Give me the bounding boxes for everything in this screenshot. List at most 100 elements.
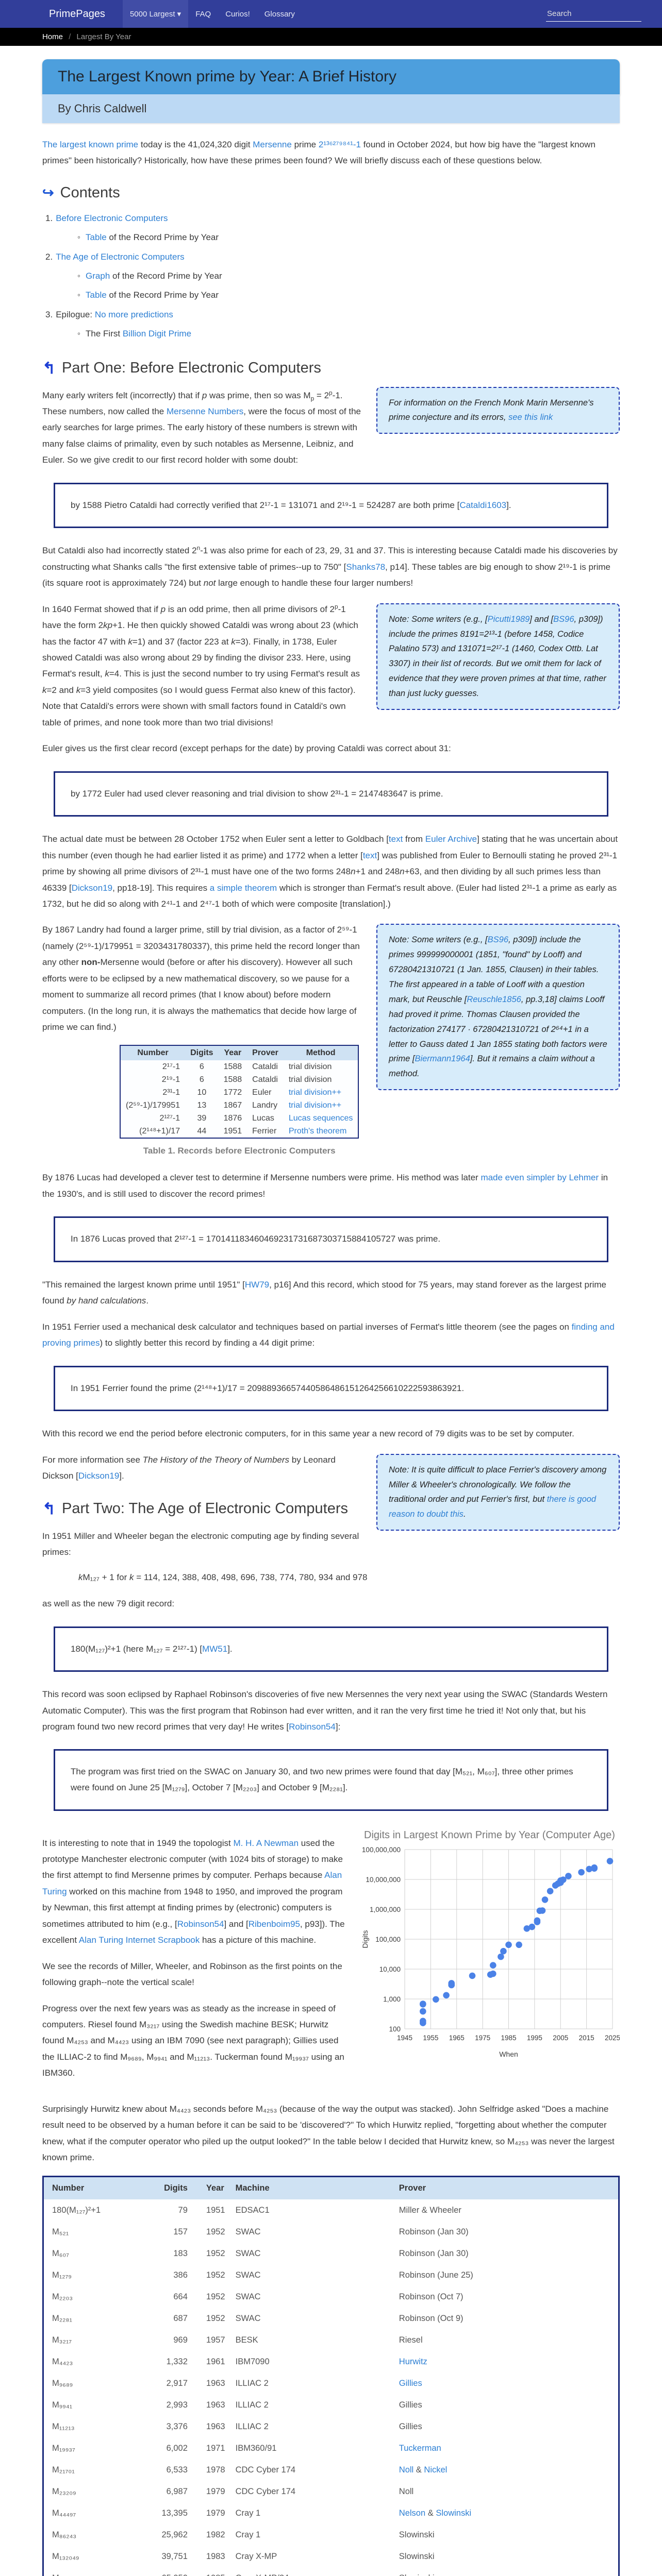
link[interactable]: Shanks78 bbox=[346, 562, 386, 572]
table-header-row: Number Digits Year Prover Method bbox=[120, 1045, 359, 1061]
link[interactable]: trial division++ bbox=[288, 1100, 342, 1110]
link[interactable]: No more predictions bbox=[94, 309, 173, 319]
link[interactable]: Robinson54 bbox=[177, 1919, 224, 1929]
table-cell: 79 bbox=[178, 2205, 188, 2215]
table-cell: 1979 bbox=[206, 2486, 225, 2496]
link[interactable]: Hurwitz bbox=[399, 2357, 427, 2366]
link[interactable]: BS96 bbox=[487, 935, 509, 945]
link[interactable]: Nelson bbox=[399, 2508, 426, 2518]
link[interactable]: made even simpler by Lehmer bbox=[481, 1173, 599, 1183]
link[interactable]: Graph bbox=[86, 271, 110, 281]
link[interactable]: Biermann1964 bbox=[415, 1054, 470, 1064]
brand[interactable]: PrimePages bbox=[49, 8, 105, 20]
table-cell: 1588 bbox=[223, 1075, 242, 1084]
search-input[interactable] bbox=[546, 6, 641, 22]
table-row: M₈₆₂₄₃ 25,962 1982 Cray 1 Slowinski bbox=[43, 2524, 619, 2546]
table-cell: Cray 1 bbox=[235, 2508, 261, 2518]
nav-menu: 5000 Largest ▾ FAQ Curios! Glossary bbox=[122, 0, 302, 28]
link[interactable]: Mersenne Numbers bbox=[166, 406, 244, 417]
nav-item-5000-largest[interactable]: 5000 Largest ▾ bbox=[122, 0, 189, 28]
table-cell: SWAC bbox=[235, 2227, 261, 2236]
text-span: k bbox=[128, 636, 133, 647]
link[interactable]: Lucas sequences bbox=[288, 1113, 353, 1123]
link[interactable]: Cataldi1603 bbox=[459, 500, 507, 510]
table-cell: Slowinski bbox=[399, 2551, 435, 2561]
table-cell: Euler bbox=[252, 1088, 272, 1097]
text-span: k bbox=[129, 1572, 134, 1583]
link[interactable]: see this link bbox=[508, 413, 553, 422]
link[interactable]: MW51 bbox=[202, 1643, 228, 1654]
link[interactable]: Proth's theorem bbox=[288, 1126, 347, 1136]
nav-item-curios[interactable]: Curios! bbox=[225, 9, 250, 19]
text-span: kp bbox=[103, 620, 113, 631]
link[interactable]: Mersenne bbox=[253, 140, 292, 149]
back-to-top-icon[interactable]: ↰ bbox=[42, 359, 56, 377]
table-cell: 1867 bbox=[223, 1100, 242, 1110]
link[interactable]: The largest known prime bbox=[42, 140, 139, 149]
paragraph: Surprisingly Hurwitz knew about M₄₄₂₃ se… bbox=[42, 2104, 615, 2163]
table-cell: 25,962 bbox=[161, 2530, 188, 2539]
table-of-contents: 1. Before Electronic Computers ◦ Table of t… bbox=[45, 209, 620, 344]
table-cell: Gillies bbox=[399, 2421, 422, 2431]
link[interactable]: a simple theorem bbox=[209, 883, 277, 893]
column-header: Year bbox=[218, 1045, 247, 1061]
link[interactable]: Billion Digit Prime bbox=[122, 329, 192, 339]
paragraph: By 1867 Landry had found a larger prime,… bbox=[42, 925, 360, 1032]
link[interactable]: Picutti1989 bbox=[487, 614, 530, 624]
link[interactable]: Gillies bbox=[399, 2378, 422, 2388]
link[interactable]: Before Electronic Computers bbox=[56, 213, 168, 223]
link[interactable]: text bbox=[362, 850, 377, 860]
record-quote-miller-wheeler: 180(M₁₂₇)²+1 (here M₁₂₇ = 2¹²⁷-1) [MW51]… bbox=[54, 1626, 608, 1672]
link[interactable]: Reuschle1856 bbox=[467, 994, 521, 1004]
bullet-icon: ◦ bbox=[77, 329, 81, 339]
link[interactable]: finding and proving primes bbox=[42, 1321, 615, 1348]
link[interactable]: Noll bbox=[399, 2465, 414, 2475]
note-box-early-records: Note: Some writers (e.g., [Picutti1989] … bbox=[376, 603, 620, 710]
table-cell: M₁₉₉₃₇ bbox=[52, 2443, 75, 2453]
link[interactable]: Alan Turing Internet Scrapbook bbox=[78, 1935, 200, 1945]
table-cell: Robinson (Oct 9) bbox=[399, 2313, 464, 2323]
link[interactable]: M. H. A Newman bbox=[233, 1838, 299, 1848]
data-point bbox=[433, 1996, 439, 2003]
link[interactable]: The Age of Electronic Computers bbox=[56, 251, 185, 262]
part-one-heading: ↰ Part One: Before Electronic Computers bbox=[42, 359, 620, 378]
nav-item-glossary[interactable]: Glossary bbox=[264, 9, 295, 19]
data-point bbox=[516, 1941, 522, 1948]
link[interactable]: 2¹³⁶²⁷⁹⁸⁴¹-1 bbox=[318, 140, 361, 149]
contents-heading-label: Contents bbox=[60, 184, 120, 201]
column-header: Digits bbox=[185, 1045, 219, 1061]
link[interactable]: Tuckerman bbox=[399, 2443, 441, 2453]
table-cell: M₂₂₀₃ bbox=[52, 2292, 73, 2301]
record-quote-euler: by 1772 Euler had used clever reasoning … bbox=[54, 771, 608, 817]
table-cell: Noll bbox=[399, 2486, 414, 2496]
data-point bbox=[534, 1917, 541, 1924]
nav-item-faq[interactable]: FAQ bbox=[195, 9, 211, 19]
link[interactable]: trial division++ bbox=[288, 1088, 342, 1097]
link[interactable]: Robinson54 bbox=[289, 1721, 336, 1732]
svg-text:1995: 1995 bbox=[527, 2034, 542, 2042]
link[interactable]: text bbox=[388, 834, 403, 844]
link[interactable]: there is good reason to doubt this bbox=[389, 1495, 597, 1519]
back-to-top-icon[interactable]: ↰ bbox=[42, 1499, 56, 1518]
anchor-link-icon[interactable]: ↪ bbox=[42, 184, 54, 200]
toc-item-3: 3. Epilogue: No more predictions bbox=[45, 309, 173, 319]
link[interactable]: Dickson19 bbox=[78, 1471, 120, 1481]
link[interactable]: Alan Turing bbox=[42, 1870, 342, 1896]
column-header: Number bbox=[43, 2176, 140, 2200]
table-cell: Ferrier bbox=[252, 1126, 277, 1136]
link[interactable]: Dickson19 bbox=[71, 883, 113, 893]
link[interactable]: BS96 bbox=[553, 614, 574, 624]
link[interactable]: Table bbox=[86, 290, 107, 300]
toc-item-2: 2. The Age of Electronic Computers bbox=[45, 247, 620, 266]
link[interactable]: HW79 bbox=[244, 1279, 270, 1290]
table-cell: Robinson (Oct 7) bbox=[399, 2292, 464, 2301]
link[interactable]: Ribenboim95 bbox=[248, 1919, 300, 1929]
link[interactable]: Table bbox=[86, 232, 107, 243]
toc-number: 1. bbox=[45, 213, 53, 223]
data-point bbox=[539, 1907, 546, 1914]
data-point bbox=[469, 1972, 476, 1979]
link[interactable]: Euler Archive bbox=[425, 834, 477, 844]
link[interactable]: Nickel bbox=[424, 2465, 448, 2475]
breadcrumb-home[interactable]: Home bbox=[42, 32, 63, 41]
link[interactable]: Slowinski bbox=[436, 2508, 472, 2518]
